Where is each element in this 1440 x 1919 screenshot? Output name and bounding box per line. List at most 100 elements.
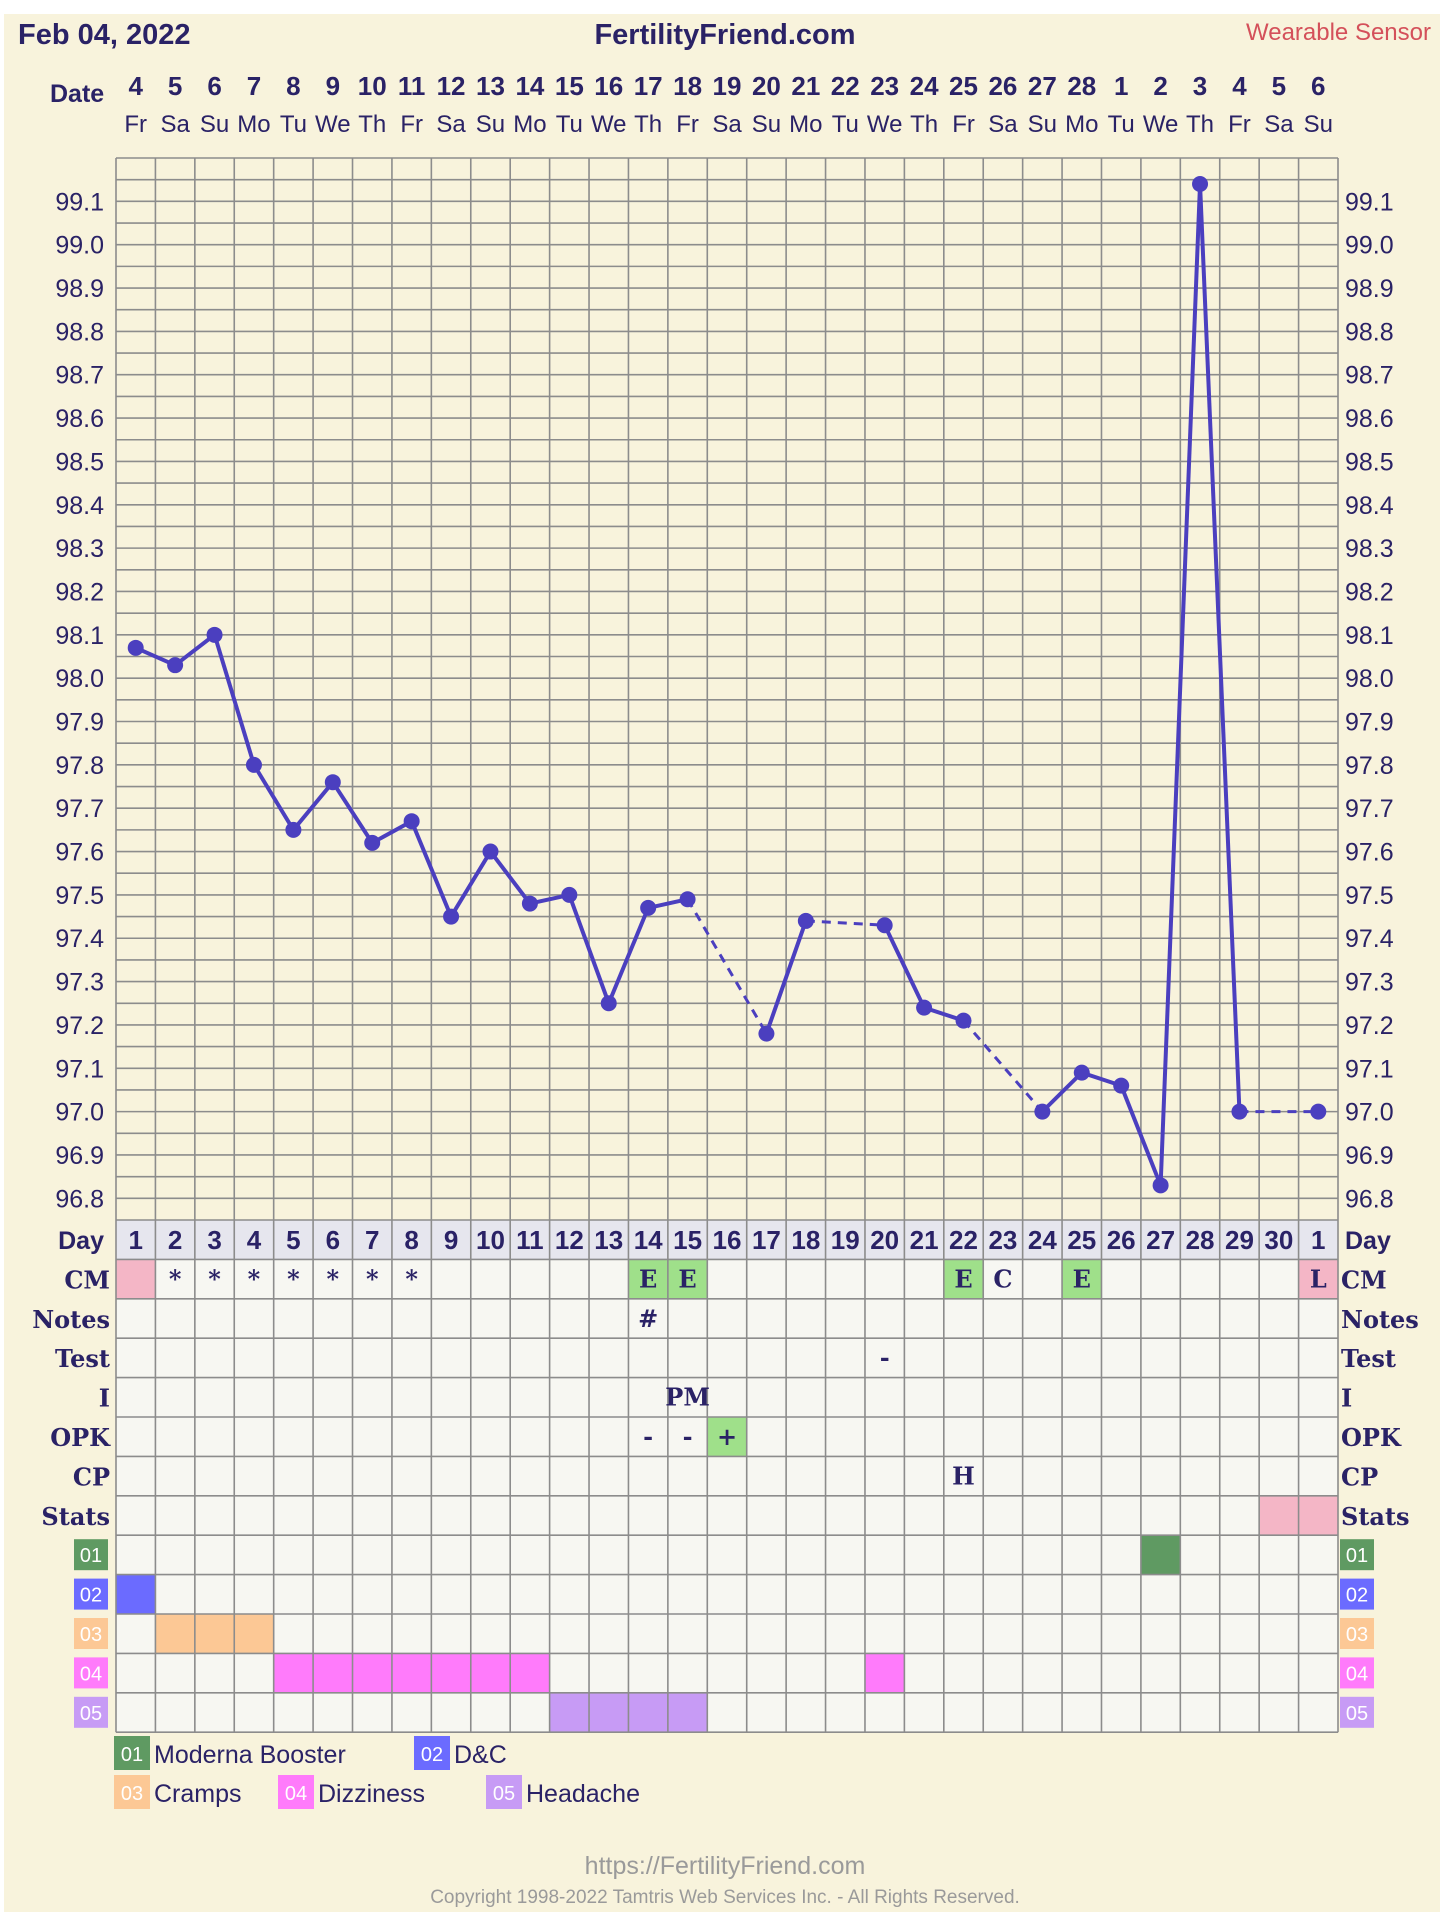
y-tick-label-right: 97.3 bbox=[1345, 969, 1394, 997]
observation-cell-cm bbox=[1298, 1259, 1338, 1299]
temperature-point bbox=[797, 912, 814, 929]
temperature-point bbox=[482, 843, 499, 860]
date-number: 8 bbox=[286, 71, 300, 101]
weekday-label: Tu bbox=[556, 111, 583, 138]
date-number: 4 bbox=[1232, 71, 1247, 101]
weekday-label: Th bbox=[634, 111, 662, 138]
observation-cm: * bbox=[405, 1264, 418, 1293]
date-number: 10 bbox=[358, 71, 387, 101]
y-tick-label-right: 98.3 bbox=[1345, 535, 1394, 563]
y-tick-label-left: 97.5 bbox=[55, 882, 104, 910]
cycle-day: 14 bbox=[634, 1225, 663, 1255]
text-layer: 96.8 96.8 96.9 96.9 97.0 97.0 97.1 97.1 97.2 97.2… bbox=[32, 71, 1419, 1808]
temperature-point bbox=[876, 917, 893, 934]
weekday-label: Th bbox=[358, 111, 386, 138]
date-number: 19 bbox=[713, 71, 742, 101]
cycle-day: 26 bbox=[1107, 1225, 1136, 1255]
y-tick-label-left: 96.8 bbox=[55, 1185, 104, 1213]
observation-cm: * bbox=[248, 1264, 261, 1293]
date-number: 22 bbox=[831, 71, 860, 101]
observation-opk: - bbox=[683, 1422, 693, 1451]
row-label-right: Notes bbox=[1341, 1305, 1419, 1334]
legend-swatch bbox=[114, 1775, 150, 1809]
y-tick-label-left: 97.3 bbox=[55, 969, 104, 997]
y-tick-label-left: 98.7 bbox=[55, 362, 104, 390]
custom-code-left: 02 bbox=[80, 1585, 102, 1607]
cycle-day: 25 bbox=[1067, 1225, 1096, 1255]
y-tick-label-left: 99.0 bbox=[55, 232, 104, 260]
temperature-point bbox=[561, 886, 578, 903]
legend-code: 04 bbox=[285, 1783, 307, 1805]
chart-date: Feb 04, 2022 bbox=[18, 19, 191, 51]
cycle-day: 13 bbox=[594, 1225, 623, 1255]
observation-cell-cm bbox=[628, 1259, 668, 1299]
legend-swatch bbox=[278, 1775, 314, 1809]
y-tick-label-right: 97.4 bbox=[1345, 925, 1394, 953]
temperature-segment bbox=[1198, 183, 1242, 1112]
date-number: 4 bbox=[128, 71, 143, 101]
observation-cm: E bbox=[954, 1264, 972, 1293]
date-number: 6 bbox=[207, 71, 221, 101]
legend-label: Headache bbox=[526, 1780, 640, 1808]
observation-cm: E bbox=[639, 1264, 657, 1293]
y-tick-label-right: 98.9 bbox=[1345, 275, 1394, 303]
date-number: 6 bbox=[1311, 71, 1325, 101]
cycle-day: 30 bbox=[1264, 1225, 1293, 1255]
weekday-label: Sa bbox=[712, 111, 742, 138]
custom-code-left: 05 bbox=[80, 1703, 102, 1725]
date-number: 24 bbox=[910, 71, 939, 101]
temperature-point bbox=[364, 834, 381, 851]
custom-code-left: 03 bbox=[80, 1624, 102, 1646]
legend-code: 03 bbox=[121, 1783, 143, 1805]
weekday-label: Tu bbox=[832, 111, 859, 138]
cycle-day: 2 bbox=[168, 1225, 182, 1255]
y-tick-label-right: 98.8 bbox=[1345, 318, 1394, 346]
observation-opk: + bbox=[717, 1422, 737, 1451]
observation-cm: * bbox=[366, 1264, 379, 1293]
date-number: 20 bbox=[752, 71, 781, 101]
legend-swatch bbox=[414, 1736, 450, 1770]
weekday-label: Tu bbox=[280, 111, 307, 138]
y-tick-label-left: 98.1 bbox=[55, 622, 104, 650]
y-tick-label-right: 98.4 bbox=[1345, 492, 1394, 520]
weekday-label: Su bbox=[1028, 111, 1057, 138]
y-tick-label-right: 97.1 bbox=[1345, 1055, 1394, 1083]
temperature-point bbox=[443, 908, 460, 925]
date-number: 28 bbox=[1067, 71, 1096, 101]
observation-cell-cm bbox=[1062, 1259, 1102, 1299]
weekday-label: Fr bbox=[676, 111, 699, 138]
temperature-gap-segment bbox=[686, 898, 768, 1035]
custom-cell-04 bbox=[431, 1653, 471, 1693]
weekday-label: Mo bbox=[237, 111, 270, 138]
temperature-segment bbox=[291, 780, 335, 832]
custom-code-badge-left bbox=[74, 1696, 108, 1728]
cycle-day: 15 bbox=[673, 1225, 702, 1255]
weekday-label: Fr bbox=[124, 111, 147, 138]
custom-code-badge-left bbox=[74, 1539, 108, 1571]
cycle-day: 1 bbox=[128, 1225, 142, 1255]
temperature-segment bbox=[1119, 1084, 1163, 1187]
y-tick-label-left: 98.5 bbox=[55, 448, 104, 476]
date-number: 5 bbox=[1272, 71, 1286, 101]
custom-code-badge-left bbox=[74, 1618, 108, 1649]
y-tick-label-right: 96.9 bbox=[1345, 1142, 1394, 1170]
date-number: 26 bbox=[988, 71, 1017, 101]
legend-label: D&C bbox=[454, 1741, 507, 1769]
date-label: Date bbox=[50, 80, 104, 108]
y-tick-label-right: 98.2 bbox=[1345, 578, 1394, 606]
weekday-label: Th bbox=[1186, 111, 1214, 138]
temperature-point bbox=[640, 899, 657, 916]
custom-code-badge-right bbox=[1340, 1696, 1374, 1728]
cycle-day: 18 bbox=[791, 1225, 820, 1255]
temperature-segment bbox=[212, 634, 256, 766]
custom-code-badge-right bbox=[1340, 1578, 1374, 1610]
weekday-label: Mo bbox=[789, 111, 822, 138]
footer-url[interactable]: https://FertilityFriend.com bbox=[585, 1852, 866, 1880]
custom-cell-04 bbox=[313, 1653, 353, 1693]
weekday-label: Mo bbox=[1065, 111, 1098, 138]
weekday-label: We bbox=[867, 111, 903, 138]
weekday-label: Fr bbox=[952, 111, 975, 138]
y-tick-label-right: 98.5 bbox=[1345, 448, 1394, 476]
row-label-left: I bbox=[99, 1384, 110, 1413]
